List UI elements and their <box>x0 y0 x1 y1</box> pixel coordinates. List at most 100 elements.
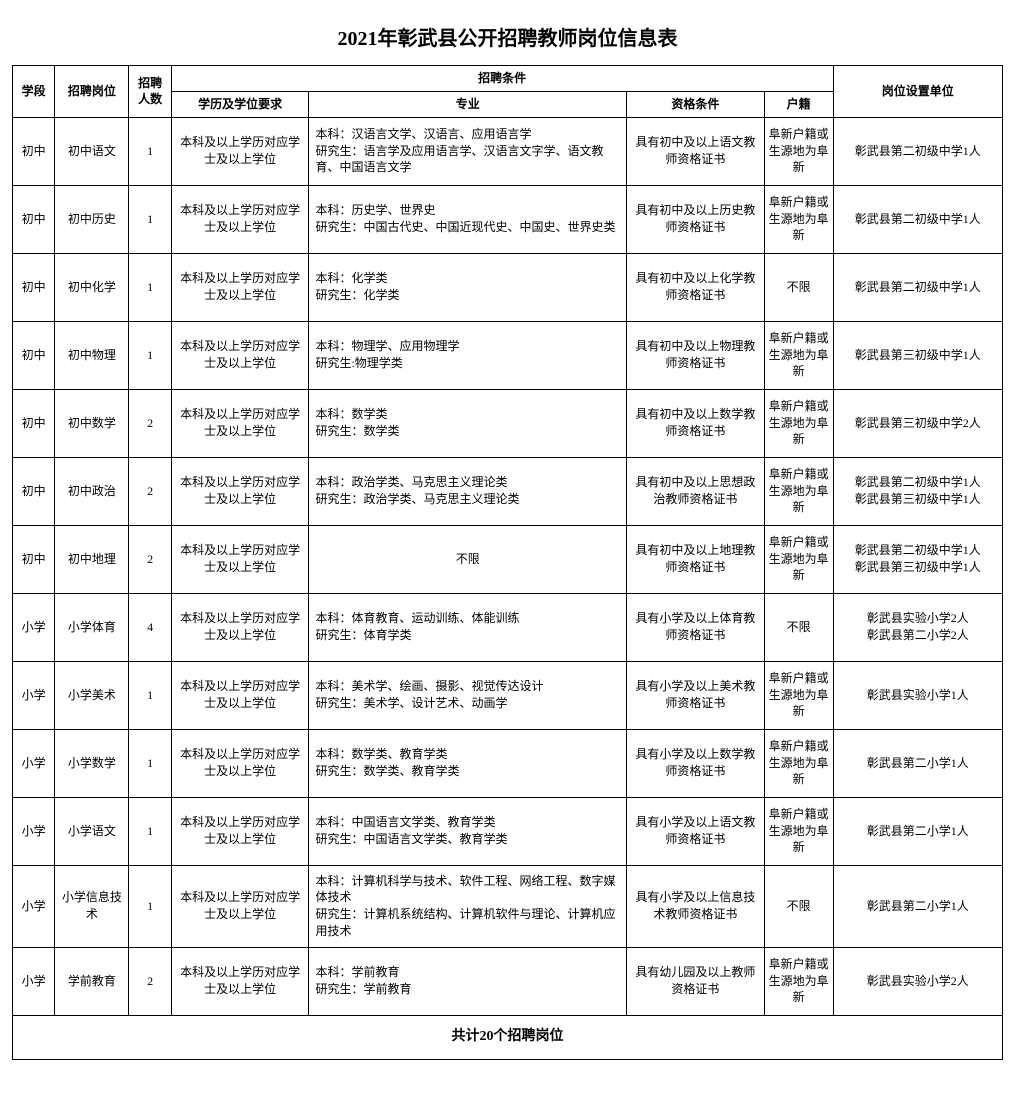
cell-huji: 阜新户籍或生源地为阜新 <box>764 729 833 797</box>
cell-major: 本科：中国语言文学类、教育学类研究生：中国语言文学类、教育学类 <box>309 797 627 865</box>
cell-major: 本科：汉语言文学、汉语言、应用语言学研究生：语言学及应用语言学、汉语言文字学、语… <box>309 117 627 185</box>
cell-huji: 不限 <box>764 593 833 661</box>
cell-unit: 彰武县第二初级中学1人 <box>833 117 1002 185</box>
cell-major: 不限 <box>309 525 627 593</box>
cell-unit: 彰武县第二小学1人 <box>833 797 1002 865</box>
cell-qualification: 具有小学及以上美术教师资格证书 <box>627 661 765 729</box>
cell-post: 初中政治 <box>55 457 129 525</box>
cell-qualification: 具有初中及以上思想政治教师资格证书 <box>627 457 765 525</box>
cell-unit: 彰武县第二初级中学1人彰武县第三初级中学1人 <box>833 457 1002 525</box>
th-stage: 学段 <box>13 66 55 118</box>
cell-major: 本科：体育教育、运动训练、体能训练研究生：体育学类 <box>309 593 627 661</box>
cell-stage: 初中 <box>13 525 55 593</box>
cell-huji: 阜新户籍或生源地为阜新 <box>764 321 833 389</box>
table-row: 初中初中数学2本科及以上学历对应学士及以上学位本科：数学类研究生：数学类具有初中… <box>13 389 1003 457</box>
cell-degree: 本科及以上学历对应学士及以上学位 <box>171 865 309 947</box>
cell-unit: 彰武县实验小学1人 <box>833 661 1002 729</box>
cell-stage: 初中 <box>13 117 55 185</box>
cell-qualification: 具有初中及以上物理教师资格证书 <box>627 321 765 389</box>
cell-major: 本科：物理学、应用物理学研究生:物理学类 <box>309 321 627 389</box>
cell-huji: 阜新户籍或生源地为阜新 <box>764 117 833 185</box>
cell-qualification: 具有小学及以上数学教师资格证书 <box>627 729 765 797</box>
cell-major: 本科：化学类研究生：化学类 <box>309 253 627 321</box>
th-major: 专业 <box>309 91 627 117</box>
cell-count: 1 <box>129 729 171 797</box>
cell-huji: 阜新户籍或生源地为阜新 <box>764 389 833 457</box>
cell-post: 初中化学 <box>55 253 129 321</box>
cell-count: 1 <box>129 321 171 389</box>
table-row: 初中初中语文1本科及以上学历对应学士及以上学位本科：汉语言文学、汉语言、应用语言… <box>13 117 1003 185</box>
cell-degree: 本科及以上学历对应学士及以上学位 <box>171 729 309 797</box>
table-row: 小学学前教育2本科及以上学历对应学士及以上学位本科：学前教育研究生：学前教育具有… <box>13 947 1003 1015</box>
cell-major: 本科：数学类研究生：数学类 <box>309 389 627 457</box>
cell-degree: 本科及以上学历对应学士及以上学位 <box>171 389 309 457</box>
cell-degree: 本科及以上学历对应学士及以上学位 <box>171 253 309 321</box>
table-row: 小学小学信息技术1本科及以上学历对应学士及以上学位本科：计算机科学与技术、软件工… <box>13 865 1003 947</box>
cell-stage: 小学 <box>13 729 55 797</box>
table-row: 初中初中政治2本科及以上学历对应学士及以上学位本科：政治学类、马克思主义理论类研… <box>13 457 1003 525</box>
cell-degree: 本科及以上学历对应学士及以上学位 <box>171 117 309 185</box>
cell-stage: 初中 <box>13 253 55 321</box>
cell-post: 初中物理 <box>55 321 129 389</box>
cell-count: 1 <box>129 117 171 185</box>
cell-huji: 不限 <box>764 253 833 321</box>
cell-degree: 本科及以上学历对应学士及以上学位 <box>171 797 309 865</box>
table-row: 小学小学体育4本科及以上学历对应学士及以上学位本科：体育教育、运动训练、体能训练… <box>13 593 1003 661</box>
cell-qualification: 具有小学及以上体育教师资格证书 <box>627 593 765 661</box>
cell-huji: 阜新户籍或生源地为阜新 <box>764 661 833 729</box>
cell-huji: 阜新户籍或生源地为阜新 <box>764 525 833 593</box>
cell-qualification: 具有小学及以上语文教师资格证书 <box>627 797 765 865</box>
cell-count: 1 <box>129 185 171 253</box>
cell-count: 1 <box>129 253 171 321</box>
cell-qualification: 具有初中及以上历史教师资格证书 <box>627 185 765 253</box>
cell-degree: 本科及以上学历对应学士及以上学位 <box>171 661 309 729</box>
table-row: 小学小学美术1本科及以上学历对应学士及以上学位本科：美术学、绘画、摄影、视觉传达… <box>13 661 1003 729</box>
cell-stage: 初中 <box>13 321 55 389</box>
page-title: 2021年彰武县公开招聘教师岗位信息表 <box>12 12 1003 65</box>
th-conditions: 招聘条件 <box>171 66 833 92</box>
cell-degree: 本科及以上学历对应学士及以上学位 <box>171 321 309 389</box>
positions-table: 学段 招聘岗位 招聘人数 招聘条件 岗位设置单位 学历及学位要求 专业 资格条件… <box>12 65 1003 1060</box>
cell-qualification: 具有初中及以上化学教师资格证书 <box>627 253 765 321</box>
cell-unit: 彰武县第三初级中学1人 <box>833 321 1002 389</box>
cell-major: 本科：计算机科学与技术、软件工程、网络工程、数字媒体技术研究生：计算机系统结构、… <box>309 865 627 947</box>
cell-huji: 不限 <box>764 865 833 947</box>
cell-qualification: 具有初中及以上语文教师资格证书 <box>627 117 765 185</box>
cell-post: 学前教育 <box>55 947 129 1015</box>
cell-unit: 彰武县实验小学2人彰武县第二小学2人 <box>833 593 1002 661</box>
cell-post: 初中历史 <box>55 185 129 253</box>
cell-unit: 彰武县第二初级中学1人彰武县第三初级中学1人 <box>833 525 1002 593</box>
cell-post: 小学美术 <box>55 661 129 729</box>
cell-degree: 本科及以上学历对应学士及以上学位 <box>171 593 309 661</box>
table-row: 小学小学语文1本科及以上学历对应学士及以上学位本科：中国语言文学类、教育学类研究… <box>13 797 1003 865</box>
cell-huji: 阜新户籍或生源地为阜新 <box>764 457 833 525</box>
cell-qualification: 具有幼儿园及以上教师资格证书 <box>627 947 765 1015</box>
cell-major: 本科：历史学、世界史研究生：中国古代史、中国近现代史、中国史、世界史类 <box>309 185 627 253</box>
cell-post: 小学信息技术 <box>55 865 129 947</box>
cell-degree: 本科及以上学历对应学士及以上学位 <box>171 947 309 1015</box>
cell-major: 本科：政治学类、马克思主义理论类研究生：政治学类、马克思主义理论类 <box>309 457 627 525</box>
th-huji: 户籍 <box>764 91 833 117</box>
cell-huji: 阜新户籍或生源地为阜新 <box>764 947 833 1015</box>
cell-major: 本科：美术学、绘画、摄影、视觉传达设计研究生：美术学、设计艺术、动画学 <box>309 661 627 729</box>
cell-stage: 小学 <box>13 593 55 661</box>
th-degree: 学历及学位要求 <box>171 91 309 117</box>
cell-count: 2 <box>129 947 171 1015</box>
cell-stage: 小学 <box>13 797 55 865</box>
cell-unit: 彰武县第二初级中学1人 <box>833 253 1002 321</box>
cell-count: 2 <box>129 525 171 593</box>
cell-qualification: 具有小学及以上信息技术教师资格证书 <box>627 865 765 947</box>
cell-count: 2 <box>129 457 171 525</box>
cell-count: 1 <box>129 661 171 729</box>
cell-post: 小学体育 <box>55 593 129 661</box>
cell-major: 本科：数学类、教育学类研究生：数学类、教育学类 <box>309 729 627 797</box>
cell-qualification: 具有初中及以上地理教师资格证书 <box>627 525 765 593</box>
cell-count: 2 <box>129 389 171 457</box>
cell-count: 1 <box>129 865 171 947</box>
cell-qualification: 具有初中及以上数学教师资格证书 <box>627 389 765 457</box>
table-row: 初中初中物理1本科及以上学历对应学士及以上学位本科：物理学、应用物理学研究生:物… <box>13 321 1003 389</box>
cell-degree: 本科及以上学历对应学士及以上学位 <box>171 185 309 253</box>
cell-post: 初中地理 <box>55 525 129 593</box>
cell-degree: 本科及以上学历对应学士及以上学位 <box>171 457 309 525</box>
table-row: 小学小学数学1本科及以上学历对应学士及以上学位本科：数学类、教育学类研究生：数学… <box>13 729 1003 797</box>
